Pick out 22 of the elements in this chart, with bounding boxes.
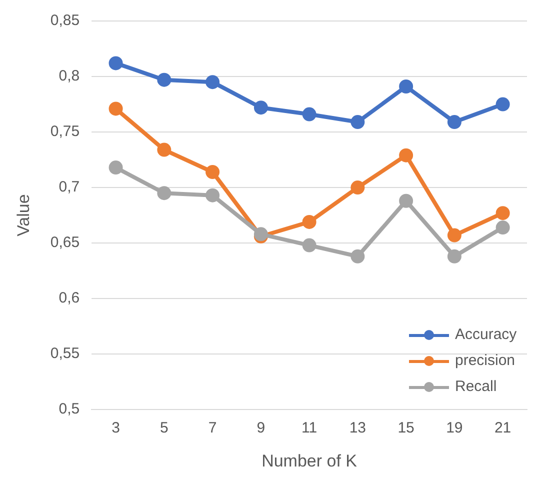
x-axis-title: Number of K [262,451,358,470]
y-tick-label: 0,85 [50,12,80,30]
y-tick-label: 0,65 [50,234,80,252]
x-tick-label: 19 [446,420,463,437]
legend-label: Accuracy [455,326,517,344]
y-tick-label: 0,6 [58,290,80,307]
legend-label: precision [455,352,516,370]
x-tick-label: 5 [160,420,168,437]
x-tick-label: 11 [302,420,318,437]
y-axis-title: Value [14,194,33,236]
y-tick-label: 0,75 [50,123,80,140]
x-tick-label: 7 [208,420,217,437]
x-tick-label: 15 [398,420,414,437]
y-tick-label: 0,8 [58,68,80,85]
x-tick-label: 9 [256,420,266,437]
y-tick-label: 0,5 [58,400,80,418]
x-tick-label: 21 [494,420,512,437]
y-tick-label: 0,55 [50,345,80,362]
y-tick-label: 0,7 [58,178,80,196]
x-tick-label: 3 [112,420,120,437]
x-tick-label: 13 [349,420,366,437]
legend-label: Recall [455,378,497,396]
